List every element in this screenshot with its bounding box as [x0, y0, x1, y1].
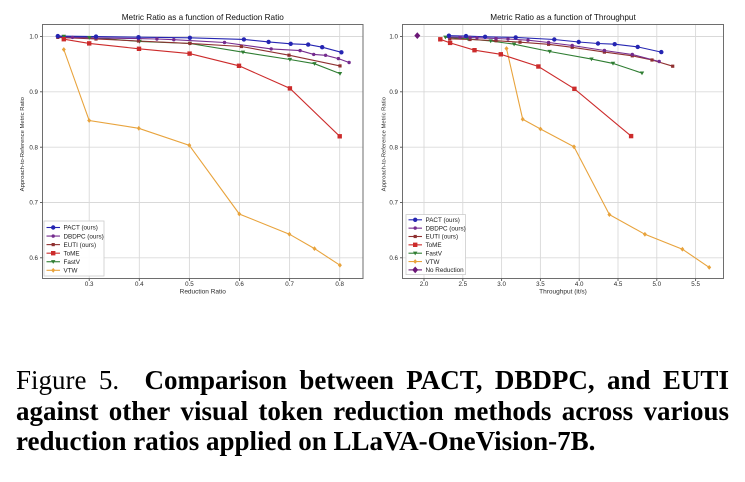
- svg-text:Reduction Ratio: Reduction Ratio: [180, 289, 227, 296]
- svg-text:VTW: VTW: [426, 259, 440, 266]
- svg-text:0.7: 0.7: [389, 200, 398, 207]
- svg-text:1.0: 1.0: [389, 34, 398, 41]
- svg-text:0.8: 0.8: [335, 281, 344, 288]
- svg-text:No Reduction: No Reduction: [426, 267, 465, 274]
- svg-text:4.0: 4.0: [575, 281, 584, 288]
- svg-text:ToME: ToME: [64, 250, 80, 257]
- svg-text:Throughput (it/s): Throughput (it/s): [539, 289, 587, 296]
- svg-text:0.9: 0.9: [29, 89, 38, 96]
- svg-text:4.5: 4.5: [614, 281, 623, 288]
- svg-text:FastV: FastV: [64, 259, 81, 266]
- svg-text:Approach-to-Reference Metric R: Approach-to-Reference Metric Ratio: [382, 96, 388, 191]
- svg-text:FastV: FastV: [426, 250, 443, 257]
- svg-text:0.6: 0.6: [235, 281, 244, 288]
- svg-text:0.8: 0.8: [29, 144, 38, 151]
- svg-text:5.0: 5.0: [652, 281, 661, 288]
- svg-text:DBDPC (ours): DBDPC (ours): [426, 225, 466, 232]
- svg-text:EUTI (ours): EUTI (ours): [64, 242, 97, 249]
- svg-text:2.0: 2.0: [420, 281, 429, 288]
- svg-text:0.3: 0.3: [85, 281, 94, 288]
- svg-text:0.8: 0.8: [389, 144, 398, 151]
- svg-text:PACT (ours): PACT (ours): [64, 225, 98, 232]
- svg-text:5.5: 5.5: [691, 281, 700, 288]
- svg-text:ToME: ToME: [426, 242, 442, 249]
- svg-text:0.7: 0.7: [285, 281, 294, 288]
- svg-text:0.9: 0.9: [389, 89, 398, 96]
- svg-text:DBDPC (ours): DBDPC (ours): [64, 233, 104, 240]
- svg-text:Metric Ratio as a function of: Metric Ratio as a function of Throughput: [490, 13, 636, 22]
- svg-text:0.6: 0.6: [29, 255, 38, 262]
- svg-text:0.6: 0.6: [389, 255, 398, 262]
- svg-text:Approach-to-Reference Metric R: Approach-to-Reference Metric Ratio: [20, 96, 26, 191]
- svg-text:Metric Ratio as a function of: Metric Ratio as a function of Reduction …: [122, 13, 284, 22]
- svg-text:0.4: 0.4: [135, 281, 144, 288]
- svg-text:3.0: 3.0: [497, 281, 506, 288]
- svg-text:VTW: VTW: [64, 268, 78, 275]
- svg-text:EUTI (ours): EUTI (ours): [426, 234, 459, 241]
- svg-text:0.7: 0.7: [29, 200, 38, 207]
- svg-text:PACT (ours): PACT (ours): [426, 217, 460, 224]
- svg-text:1.0: 1.0: [29, 34, 38, 41]
- svg-text:0.5: 0.5: [185, 281, 194, 288]
- svg-text:2.5: 2.5: [458, 281, 467, 288]
- svg-text:3.5: 3.5: [536, 281, 545, 288]
